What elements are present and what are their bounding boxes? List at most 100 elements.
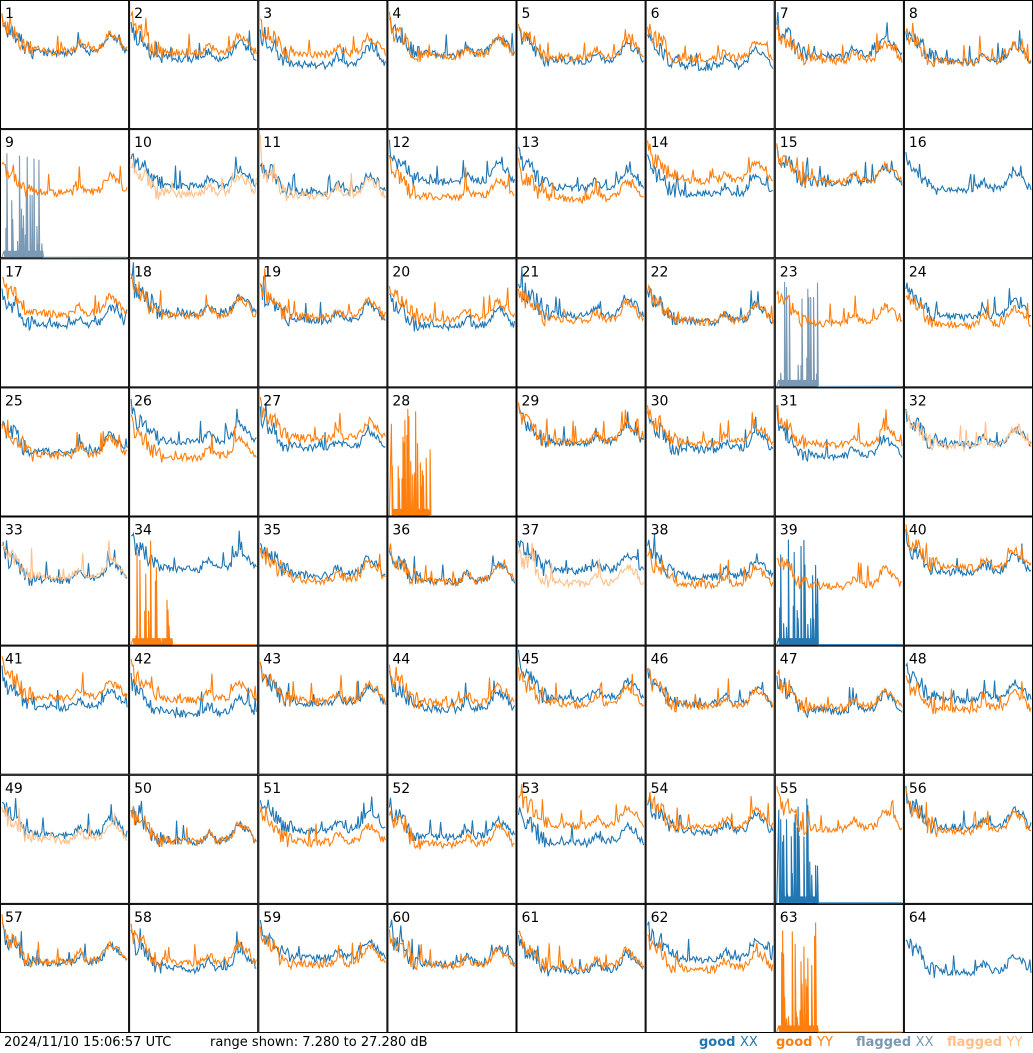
panel-64: 64 bbox=[903, 903, 1033, 1033]
panel-23: 23 bbox=[774, 258, 904, 388]
panel-label: 29 bbox=[522, 393, 540, 409]
series-yy-trace bbox=[259, 926, 386, 971]
series-yy-trace bbox=[1, 161, 128, 198]
panel-40: 40 bbox=[903, 516, 1033, 646]
panel-24: 24 bbox=[903, 258, 1033, 388]
series-xx-trace bbox=[130, 530, 257, 575]
panel-4: 4 bbox=[387, 0, 517, 130]
panel-55: 55 bbox=[774, 774, 904, 904]
panel-label: 47 bbox=[780, 652, 798, 668]
series-yy-trace bbox=[1, 540, 128, 582]
panel-label: 52 bbox=[392, 781, 410, 797]
series-yy-trace bbox=[776, 143, 903, 187]
panel-label: 44 bbox=[392, 652, 410, 668]
series-yy-trace bbox=[388, 810, 515, 850]
series-xx-trace bbox=[776, 11, 903, 61]
panel-6: 6 bbox=[645, 0, 775, 130]
panel-frame bbox=[903, 387, 1033, 517]
panel-label: 6 bbox=[651, 6, 660, 22]
panel-32: 32 bbox=[903, 387, 1033, 517]
panel-label: 11 bbox=[263, 135, 281, 151]
panel-42: 42 bbox=[129, 645, 259, 775]
panel-frame bbox=[516, 0, 646, 130]
series-xx-trace bbox=[388, 139, 516, 186]
series-yy-trace bbox=[905, 675, 1032, 715]
series-yy-trace bbox=[130, 161, 257, 200]
series-yy-trace bbox=[905, 292, 1032, 331]
panel-label: 60 bbox=[392, 910, 410, 926]
series-yy-trace bbox=[388, 155, 515, 202]
legend-item: good YY bbox=[776, 1035, 833, 1051]
series-xx-trace bbox=[776, 675, 903, 719]
series-xx-trace bbox=[388, 293, 516, 332]
panel-label: 42 bbox=[134, 652, 152, 668]
panel-62: 62 bbox=[645, 903, 775, 1033]
series-yy-trace bbox=[388, 11, 515, 63]
panel-label: 12 bbox=[392, 135, 410, 151]
panel-48: 48 bbox=[903, 645, 1033, 775]
panel-58: 58 bbox=[129, 903, 259, 1033]
series-yy-trace bbox=[259, 134, 386, 202]
panel-frame bbox=[258, 0, 388, 130]
panel-label: 56 bbox=[909, 781, 927, 797]
series-yy-trace bbox=[647, 934, 774, 975]
panel-8: 8 bbox=[903, 0, 1033, 130]
panel-56: 56 bbox=[903, 774, 1033, 904]
series-yy-trace bbox=[518, 783, 645, 831]
series-xx-trace bbox=[776, 539, 902, 646]
panel-18: 18 bbox=[129, 258, 259, 388]
panel-label: 43 bbox=[263, 652, 281, 668]
panel-25: 25 bbox=[0, 387, 130, 517]
series-yy-trace bbox=[517, 157, 644, 205]
panel-frame bbox=[645, 516, 775, 646]
panel-label: 63 bbox=[780, 910, 798, 926]
series-xx-trace bbox=[905, 938, 1032, 979]
panel-29: 29 bbox=[516, 387, 646, 517]
panel-label: 48 bbox=[909, 652, 927, 668]
series-yy-trace bbox=[130, 806, 257, 848]
panel-frame bbox=[129, 0, 259, 130]
series-xx-trace bbox=[388, 670, 516, 716]
legend-item: flagged YY bbox=[947, 1035, 1023, 1051]
series-yy-trace bbox=[517, 542, 645, 589]
panel-label: 1 bbox=[5, 6, 14, 22]
series-yy-trace bbox=[517, 288, 645, 328]
panel-label: 26 bbox=[134, 393, 152, 409]
legend-label: flagged bbox=[947, 1035, 1007, 1050]
panel-61: 61 bbox=[516, 903, 646, 1033]
series-xx-trace bbox=[130, 398, 257, 446]
series-yy-trace bbox=[130, 273, 257, 321]
panel-43: 43 bbox=[258, 645, 388, 775]
panel-12: 12 bbox=[387, 129, 517, 259]
panel-15: 15 bbox=[774, 129, 904, 259]
panel-60: 60 bbox=[387, 903, 517, 1033]
series-xx-trace bbox=[259, 663, 386, 708]
panel-63: 63 bbox=[774, 903, 904, 1033]
panel-label: 24 bbox=[909, 264, 927, 280]
series-yy-trace bbox=[776, 786, 903, 836]
series-yy-trace bbox=[388, 408, 515, 517]
series-yy-trace bbox=[1, 277, 128, 319]
panel-label: 28 bbox=[392, 393, 410, 409]
panel-31: 31 bbox=[774, 387, 904, 517]
panel-label: 19 bbox=[263, 264, 281, 280]
series-xx-trace bbox=[130, 672, 257, 719]
series-yy-trace bbox=[259, 268, 386, 323]
panel-label: 35 bbox=[263, 523, 281, 539]
series-yy-trace bbox=[130, 414, 257, 463]
series-yy-trace bbox=[388, 286, 516, 325]
panel-33: 33 bbox=[0, 516, 130, 646]
series-xx-trace bbox=[905, 662, 1032, 705]
range-text: range shown: 7.280 to 27.280 dB bbox=[210, 1035, 428, 1050]
panel-frame bbox=[0, 0, 130, 130]
panel-label: 15 bbox=[780, 135, 798, 151]
panel-50: 50 bbox=[129, 774, 259, 904]
timestamp: 2024/11/10 15:06:57 UTC bbox=[4, 1035, 172, 1050]
panel-label: 18 bbox=[134, 264, 152, 280]
panel-frame bbox=[903, 516, 1033, 646]
series-xx-trace bbox=[905, 152, 1032, 195]
panel-frame bbox=[0, 903, 130, 1033]
legend-item: good XX bbox=[699, 1035, 758, 1051]
panel-label: 5 bbox=[522, 6, 531, 22]
series-yy-trace bbox=[647, 792, 774, 832]
